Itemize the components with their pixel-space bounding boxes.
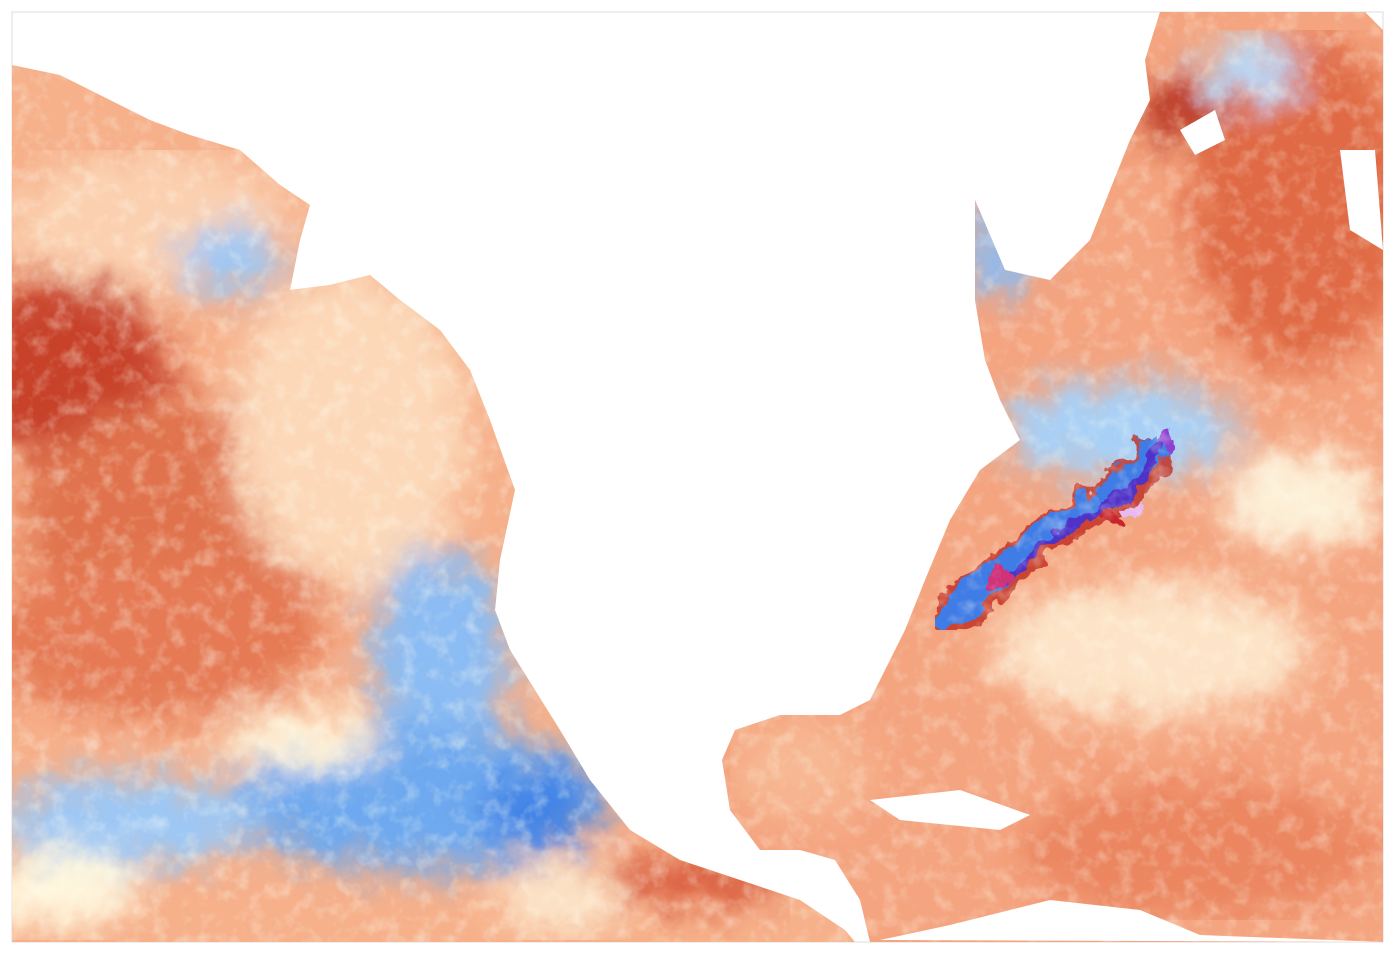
land-island: [1340, 150, 1383, 250]
land-island: [1180, 110, 1225, 155]
land-south-america: [880, 900, 1383, 942]
land-cuba: [870, 790, 1030, 830]
